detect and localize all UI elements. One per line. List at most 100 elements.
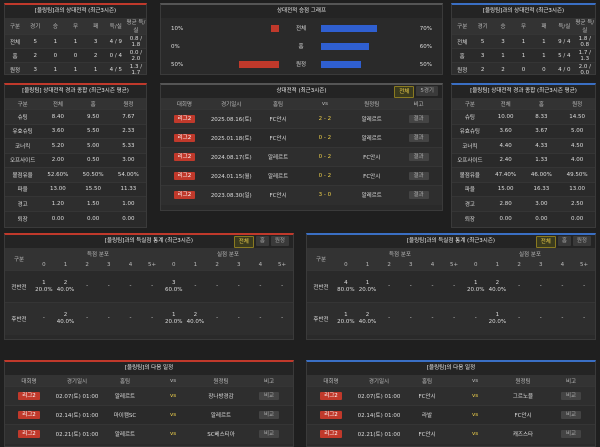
table-cell: 알레르트	[348, 185, 396, 205]
table-cell: -	[249, 302, 272, 335]
table-row: 코너킥 5.20 5.00 5.33	[5, 138, 146, 153]
graph-row: 0% 홈 60%	[161, 38, 442, 56]
table-row: 슈팅 10.00 8.33 14.50	[452, 109, 595, 124]
button[interactable]: 결과	[408, 191, 429, 200]
tab[interactable]: 전체	[233, 236, 254, 248]
table-cell: -	[529, 270, 552, 303]
tab[interactable]: 전체	[535, 236, 556, 248]
table-cell: 1	[45, 62, 66, 74]
table-cell: FC안시	[348, 166, 396, 186]
table-cell: 5	[472, 34, 493, 49]
table-row: 원정 2 2 0 0 4 / 0 2.0 / 0.0	[452, 62, 595, 74]
table-cell: 2024.01.15(월)	[207, 166, 255, 186]
table-cell: 0.00	[110, 210, 146, 226]
column-header: 경기일시	[207, 98, 255, 110]
column-header: 경기일시	[355, 375, 403, 387]
table-cell: 리그2	[307, 386, 355, 406]
button[interactable]: 비교	[560, 430, 582, 439]
table-cell: 오프사이드	[452, 152, 488, 168]
table-cell: 2 40.0%	[184, 302, 207, 335]
table-cell: 3	[472, 48, 493, 63]
tab[interactable]: 5경기	[416, 86, 438, 96]
table-cell: 5.50	[75, 123, 111, 139]
league-badge: 리그2	[173, 134, 196, 142]
button[interactable]: 비교	[258, 392, 280, 400]
panel-header: [울링팀]과의 상대전적 (최근3시즌)	[5, 5, 146, 18]
panel-header: [울링팀]과의 상대전적 (최근3시즌)	[452, 5, 595, 18]
table-cell: 1	[85, 62, 106, 74]
tab[interactable]: 전체	[394, 86, 415, 98]
bucket-header: 0	[464, 259, 487, 271]
panel-header: [울링팀]의 다음 일정	[307, 362, 595, 375]
column-header: 실점 분포	[162, 248, 293, 259]
header-row: 0 1 2 3 4 5+ 0 1 2 3 4 5+	[307, 259, 595, 271]
header-row: 대회명 경기일시 홈팀 vs 원정팀 비고	[307, 375, 595, 387]
table-cell: 1.7 / 1.3	[574, 48, 595, 63]
button[interactable]: 비교	[560, 411, 582, 419]
table-cell: SC베스티아	[197, 424, 245, 444]
table-cell: 16.33	[523, 181, 560, 197]
column-header: 대회명	[307, 375, 355, 387]
table-cell: 11.33	[110, 181, 146, 197]
column-header: 전체	[40, 98, 76, 110]
button[interactable]: 결과	[408, 134, 429, 142]
table-cell: -	[271, 302, 293, 335]
table-cell: FC안시	[403, 424, 451, 444]
table-cell: 퇴장	[452, 210, 488, 226]
table-cell: 49.50%	[559, 167, 595, 182]
button[interactable]: 결과	[408, 172, 429, 180]
table-cell: -	[33, 302, 55, 335]
bucket-header: 5+	[271, 259, 293, 271]
table-cell: 경고	[452, 196, 488, 211]
tab[interactable]: 홈	[557, 236, 571, 246]
table-row: 전체 5 3 1 1 9 / 4 1.8 / 0.8	[452, 34, 595, 49]
table-row: 리그2 02.07(토) 01:00 FC안시 vs 그르노블 비교	[307, 386, 595, 406]
bucket-header: 5+	[141, 259, 163, 271]
tab[interactable]: 원정	[572, 236, 591, 246]
table-cell: 4.00	[559, 152, 595, 168]
home-bar	[271, 25, 279, 32]
table-cell: 리그2	[161, 109, 208, 129]
panel: 상대전적 승점 그래프 10% 전체 70% 0% 홈 60% 50% 원정 50%	[160, 3, 443, 75]
table-cell: 54.00%	[110, 167, 146, 182]
table-cell: 0 - 2	[301, 147, 349, 167]
table-cell: vs	[451, 424, 499, 444]
table-cell: 0.00	[487, 210, 524, 226]
column-header: 패	[85, 18, 106, 35]
table-row: 유효슈팅 3.60 5.50 2.33	[5, 123, 146, 139]
tab[interactable]: 홈	[255, 236, 269, 246]
score: 3 - 0	[318, 192, 332, 199]
table-cell: 5.20	[40, 138, 76, 153]
table-cell: 2025.08.16(토)	[207, 109, 255, 129]
table-row: 리그2 2024.01.15(월) 알레르트 0 - 2 FC안시 결과	[161, 166, 442, 186]
table-cell: 1.00	[110, 196, 146, 211]
button[interactable]: 비교	[258, 411, 280, 419]
table-cell: 리그2	[5, 405, 53, 425]
column-header: 득점 분포	[335, 248, 465, 259]
button[interactable]: 비교	[560, 392, 582, 400]
table-row: 리그2 02.14(토) 01:00 라발 vs FC안시 비교	[307, 405, 595, 425]
column-header: 구분	[307, 248, 335, 271]
button[interactable]: 비교	[258, 430, 280, 439]
tabs: 전체 5경기	[394, 86, 438, 98]
button[interactable]: 결과	[408, 153, 429, 161]
panel-header: 상대전적 승점 그래프	[161, 5, 442, 18]
table-cell: 0.50	[75, 152, 111, 168]
table-row: 리그2 2024.08.17(토) 알레르트 0 - 2 FC안시 결과	[161, 147, 442, 167]
bucket-header: 2	[206, 259, 228, 271]
table-cell: -	[378, 270, 400, 303]
table-cell: -	[97, 302, 120, 335]
button[interactable]: 결과	[408, 115, 429, 123]
tab[interactable]: 원정	[270, 236, 289, 246]
graph-row: 50% 원정 50%	[161, 56, 442, 74]
table-row: 리그2 02.21(토) 01:00 FC안시 vs 캐즈스타 비교	[307, 424, 595, 444]
league-badge: 리그2	[173, 153, 196, 161]
table-cell: 1	[513, 48, 534, 63]
table-cell: 1	[492, 48, 514, 63]
table-cell: 1.8 / 0.8	[574, 34, 595, 49]
column-header: 원정	[110, 98, 146, 110]
table-cell: 3.67	[523, 123, 560, 139]
column-header: vs	[451, 375, 499, 387]
table-cell: 2024.08.17(토)	[207, 147, 255, 167]
